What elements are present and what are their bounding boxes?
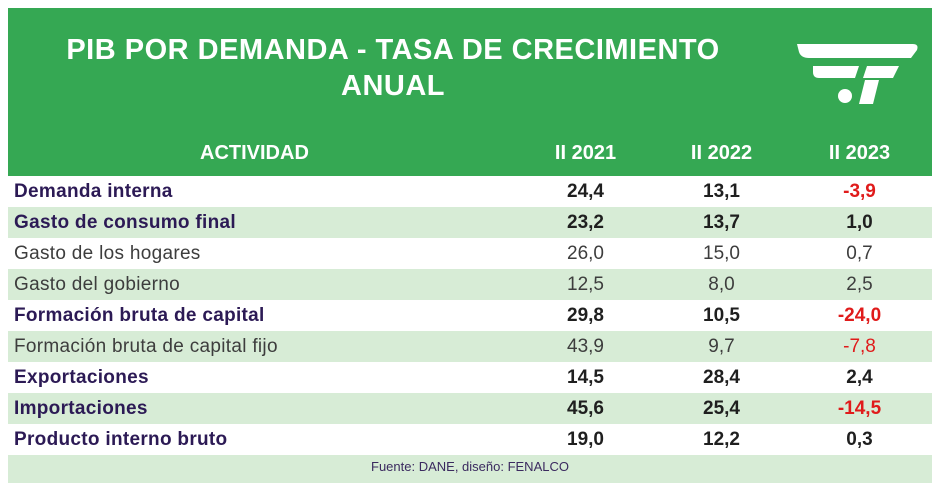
cell-value-v1: 43,9 xyxy=(567,336,604,357)
cell-value-v1: 23,2 xyxy=(567,212,604,233)
cell-value-v2: 28,4 xyxy=(703,367,740,388)
cell-value-v2: 8,0 xyxy=(708,274,735,295)
table-body: Demanda interna 24,4 13,1 -3,9 Gasto de cons… xyxy=(8,176,932,455)
cell-value-v3: -3,9 xyxy=(843,181,876,202)
page-title: PIB POR DEMANDA - TASA DE CRECIMIENTO AN… xyxy=(8,32,778,104)
cell-value-v3: 0,3 xyxy=(846,429,873,450)
cell-value-v1: 24,4 xyxy=(567,181,604,202)
row-label: Gasto del gobierno xyxy=(14,274,180,295)
table-row: Formación bruta de capital fijo 43,9 9,7 -7… xyxy=(8,331,932,362)
row-label: Formación bruta de capital xyxy=(14,305,265,326)
table-row: Formación bruta de capital 29,8 10,5 -24,0 xyxy=(8,300,932,331)
cell-value-v2: 15,0 xyxy=(703,243,740,264)
table-row: Demanda interna 24,4 13,1 -3,9 xyxy=(8,176,932,207)
table-row: Gasto de los hogares 26,0 15,0 0,7 xyxy=(8,238,932,269)
cell-value-v1: 14,5 xyxy=(567,367,604,388)
table-row: Importaciones 45,6 25,4 -14,5 xyxy=(8,393,932,424)
row-label: Exportaciones xyxy=(14,367,149,388)
row-label: Demanda interna xyxy=(14,181,173,202)
row-label: Gasto de los hogares xyxy=(14,243,201,264)
cell-value-v3: 0,7 xyxy=(846,243,873,264)
column-header-activity: ACTIVIDAD xyxy=(200,142,309,164)
table-row: Gasto de consumo final 23,2 13,7 1,0 xyxy=(8,207,932,238)
column-header-y2: II 2022 xyxy=(690,142,753,164)
cell-value-v1: 45,6 xyxy=(567,398,604,419)
cell-value-v2: 10,5 xyxy=(703,305,740,326)
cell-value-v2: 9,7 xyxy=(708,336,735,357)
row-label: Formación bruta de capital fijo xyxy=(14,336,278,357)
table-row: Producto interno bruto 19,0 12,2 0,3 xyxy=(8,424,932,455)
row-label: Producto interno bruto xyxy=(14,429,228,450)
cell-value-v3: 1,0 xyxy=(846,212,873,233)
cell-value-v1: 12,5 xyxy=(567,274,604,295)
column-header-y1: II 2021 xyxy=(554,142,617,164)
title-line-2: ANUAL xyxy=(341,70,445,102)
fenalco-logo-icon xyxy=(797,44,918,104)
cell-value-v2: 13,1 xyxy=(703,181,740,202)
cell-value-v1: 29,8 xyxy=(567,305,604,326)
cell-value-v1: 26,0 xyxy=(567,243,604,264)
cell-value-v2: 25,4 xyxy=(703,398,740,419)
row-label: Gasto de consumo final xyxy=(14,212,236,233)
column-header-y3: II 2023 xyxy=(828,142,891,164)
cell-value-v3: -14,5 xyxy=(837,398,882,419)
cell-value-v1: 19,0 xyxy=(567,429,604,450)
cell-value-v3: 2,5 xyxy=(846,274,873,295)
cell-value-v3: 2,4 xyxy=(846,367,873,388)
source-footer: Fuente: DANE, diseño: FENALCO xyxy=(8,455,932,483)
table-row: Gasto del gobierno 12,5 8,0 2,5 xyxy=(8,269,932,300)
cell-value-v2: 13,7 xyxy=(703,212,740,233)
table-card: PIB POR DEMANDA - TASA DE CRECIMIENTO AN… xyxy=(8,8,932,483)
row-label: Importaciones xyxy=(14,398,148,419)
cell-value-v2: 12,2 xyxy=(703,429,740,450)
table-header: PIB POR DEMANDA - TASA DE CRECIMIENTO AN… xyxy=(8,8,932,176)
cell-value-v3: -7,8 xyxy=(843,336,876,357)
title-line-1: PIB POR DEMANDA - TASA DE CRECIMIENTO xyxy=(66,34,720,66)
table-row: Exportaciones 14,5 28,4 2,4 xyxy=(8,362,932,393)
cell-value-v3: -24,0 xyxy=(837,305,882,326)
